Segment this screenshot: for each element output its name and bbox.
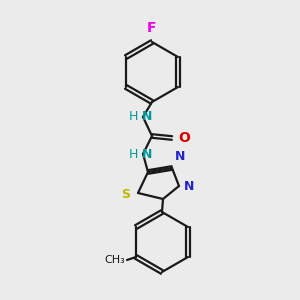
- Text: S: S: [121, 188, 130, 202]
- Text: H: H: [129, 110, 138, 124]
- Text: CH₃: CH₃: [104, 255, 125, 265]
- Text: N: N: [175, 150, 185, 163]
- Text: N: N: [184, 179, 194, 193]
- Text: N: N: [142, 148, 152, 160]
- Text: N: N: [142, 110, 152, 124]
- Text: O: O: [178, 131, 190, 145]
- Text: F: F: [147, 21, 157, 35]
- Text: H: H: [129, 148, 138, 160]
